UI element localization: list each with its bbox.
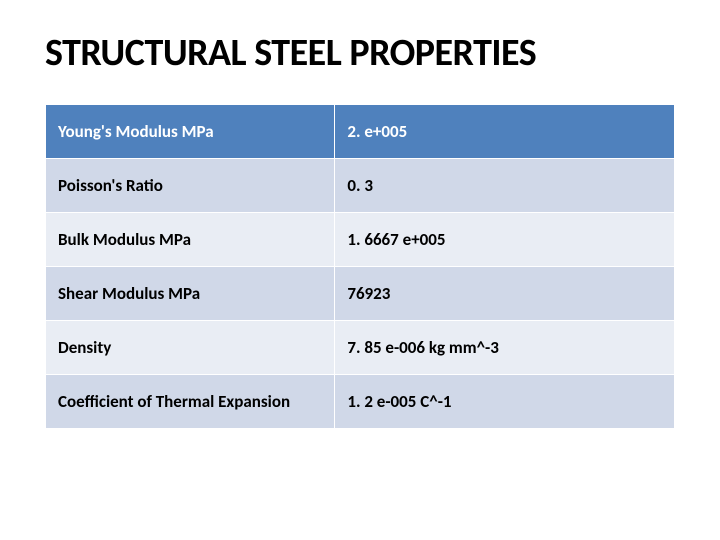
property-label: Poisson's Ratio <box>46 159 335 213</box>
property-value: 0. 3 <box>335 159 675 213</box>
table-row: Density 7. 85 e-006 kg mm^-3 <box>46 321 675 375</box>
property-label: Bulk Modulus MPa <box>46 213 335 267</box>
property-value: 1. 2 e-005 C^-1 <box>335 375 675 429</box>
properties-table: Young's Modulus MPa 2. e+005 Poisson's R… <box>45 104 675 429</box>
table-row: Bulk Modulus MPa 1. 6667 e+005 <box>46 213 675 267</box>
property-label: Shear Modulus MPa <box>46 267 335 321</box>
property-label: Young's Modulus MPa <box>46 105 335 159</box>
property-value: 1. 6667 e+005 <box>335 213 675 267</box>
property-value: 2. e+005 <box>335 105 675 159</box>
property-label: Density <box>46 321 335 375</box>
property-value: 7. 85 e-006 kg mm^-3 <box>335 321 675 375</box>
table-row: Poisson's Ratio 0. 3 <box>46 159 675 213</box>
property-label: Coefficient of Thermal Expansion <box>46 375 335 429</box>
page-title: STRUCTURAL STEEL PROPERTIES <box>45 30 675 76</box>
table-row: Coefficient of Thermal Expansion 1. 2 e-… <box>46 375 675 429</box>
table-row: Young's Modulus MPa 2. e+005 <box>46 105 675 159</box>
property-value: 76923 <box>335 267 675 321</box>
slide-container: STRUCTURAL STEEL PROPERTIES Young's Modu… <box>0 0 720 540</box>
table-row: Shear Modulus MPa 76923 <box>46 267 675 321</box>
